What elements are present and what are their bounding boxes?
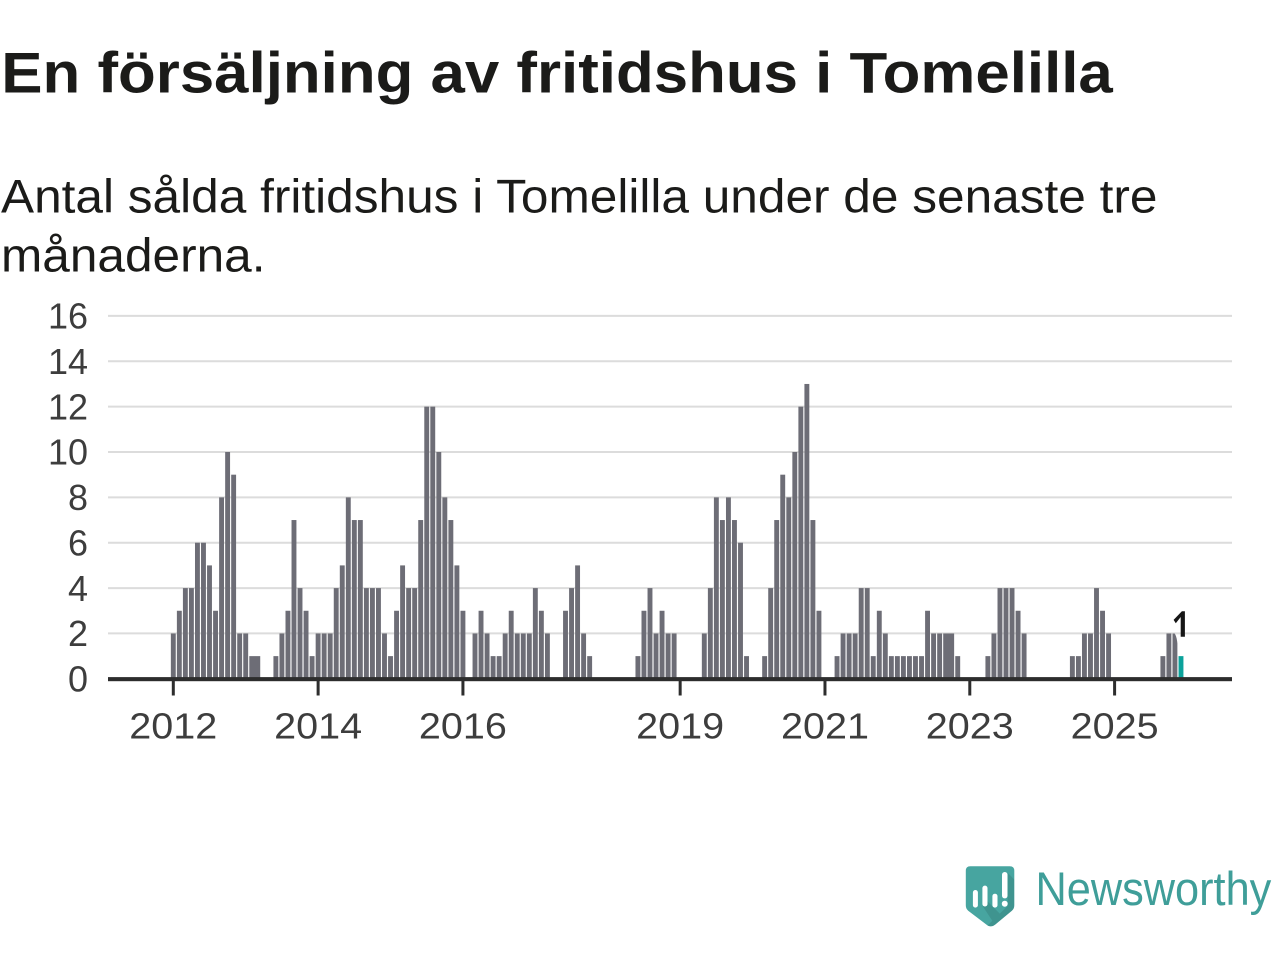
- svg-text:En försäljning av fritidshus i: En försäljning av fritidshus i Tomelilla: [1, 42, 1114, 106]
- svg-text:2012: 2012: [129, 705, 217, 746]
- svg-text:Antal sålda fritidshus i Tomel: Antal sålda fritidshus i Tomelilla under…: [1, 170, 1157, 223]
- svg-text:14: 14: [48, 341, 88, 382]
- svg-text:0: 0: [68, 659, 88, 700]
- svg-text:månaderna.: månaderna.: [1, 229, 266, 282]
- svg-text:8: 8: [68, 477, 88, 518]
- svg-text:2023: 2023: [926, 705, 1014, 746]
- svg-text:Newsworthy: Newsworthy: [1036, 863, 1272, 916]
- svg-text:2021: 2021: [781, 705, 869, 746]
- svg-text:16: 16: [48, 296, 88, 337]
- svg-text:4: 4: [68, 568, 88, 609]
- svg-text:6: 6: [68, 522, 88, 563]
- svg-text:2016: 2016: [419, 705, 507, 746]
- svg-text:2019: 2019: [636, 705, 724, 746]
- svg-text:2014: 2014: [274, 705, 362, 746]
- svg-text:2: 2: [68, 613, 88, 654]
- svg-text:12: 12: [48, 386, 88, 427]
- svg-text:2025: 2025: [1071, 705, 1159, 746]
- svg-text:10: 10: [48, 432, 88, 473]
